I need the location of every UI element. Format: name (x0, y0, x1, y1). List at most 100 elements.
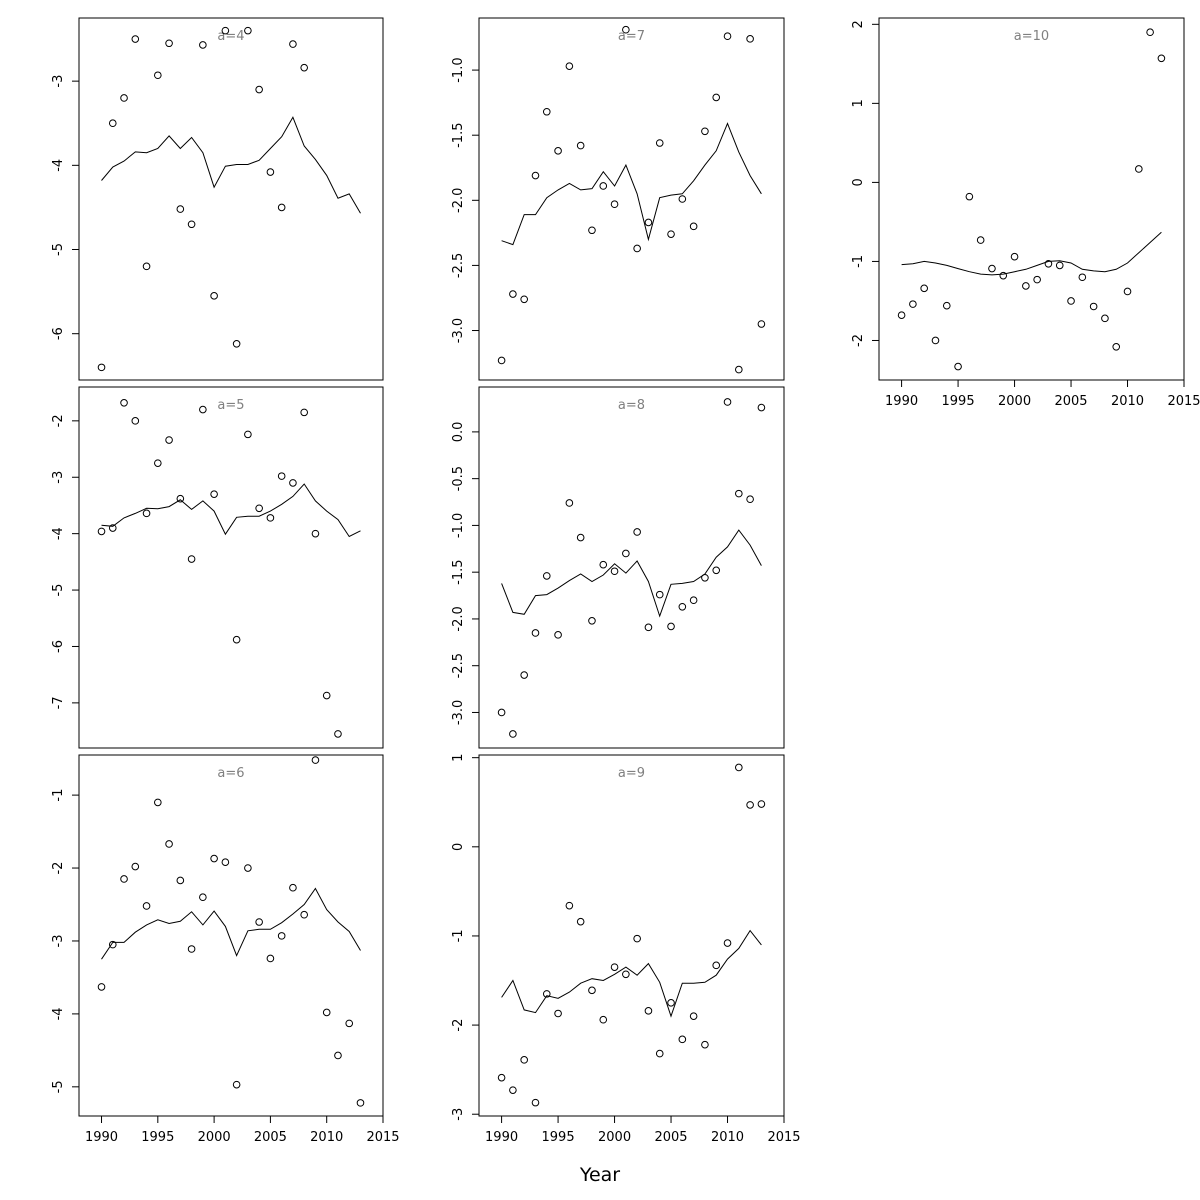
observation-point (497, 1073, 506, 1082)
y-tick-label: -2 (51, 862, 66, 875)
x-tick-label: 2000 (198, 1130, 231, 1145)
observation-point (322, 1008, 331, 1017)
x-tick-label: 2015 (1167, 394, 1200, 409)
observation-point (520, 1056, 528, 1064)
y-tick-label: 1 (851, 99, 866, 107)
observation-point (723, 398, 732, 406)
x-tick-label: 1990 (85, 1130, 118, 1145)
x-tick-label: 1990 (485, 1130, 518, 1145)
observation-point (644, 1007, 653, 1015)
panel-frame (78, 17, 384, 381)
observation-point (976, 236, 985, 244)
observation-point (1078, 273, 1087, 282)
panel-title: a=8 (618, 398, 645, 413)
observation-point (723, 939, 732, 947)
observation-point (187, 945, 196, 953)
observation-point (120, 875, 128, 883)
observation-point (199, 893, 207, 902)
x-tick-label: 2000 (998, 394, 1031, 409)
observation-point (509, 730, 517, 738)
observation-point (165, 840, 173, 848)
observation-point (701, 127, 709, 136)
observation-point (165, 39, 173, 48)
observation-point (154, 459, 162, 467)
observation-point (576, 141, 585, 150)
observation-point (599, 182, 608, 190)
observation-point (554, 631, 562, 639)
observation-point (255, 918, 263, 926)
observation-point (633, 244, 641, 253)
fitted-series-line (901, 231, 1162, 276)
observation-point (565, 901, 574, 910)
observation-point (199, 41, 207, 49)
observation-point (1022, 282, 1030, 290)
observation-point (565, 499, 574, 507)
observation-point (255, 85, 263, 94)
observation-point (735, 365, 743, 374)
observation-point (531, 171, 540, 180)
y-tick-label: -3.0 (451, 700, 466, 725)
observation-point (255, 504, 263, 513)
observation-point (610, 963, 619, 971)
observation-point (1044, 260, 1053, 268)
observation-point (1010, 252, 1019, 261)
observation-point (965, 192, 974, 201)
y-tick-label: 0 (851, 178, 866, 186)
y-tick-label: -1.5 (451, 123, 466, 148)
observation-point (920, 284, 928, 293)
observation-point (588, 617, 596, 625)
observation-point (97, 983, 106, 991)
x-tick-label: 2010 (711, 1130, 744, 1145)
observation-point (300, 408, 308, 417)
observation-point (210, 854, 218, 863)
observation-point (232, 1080, 241, 1089)
y-tick-label: -6 (51, 640, 66, 653)
observation-point (954, 362, 962, 371)
observation-point (746, 35, 754, 43)
panels-layer: a=4 -6 -5 -4 -3 a=7 -3.0 -2.5 -2.0 -1.5 -1.0 a=10 -2… (51, 17, 1200, 1145)
panel-frame (478, 754, 785, 1117)
panel-frame (478, 386, 785, 749)
observation-point (266, 514, 275, 522)
fitted-series-line (501, 529, 762, 618)
x-tick-label: 2010 (310, 1130, 343, 1145)
observation-point (633, 528, 641, 536)
observation-point (289, 479, 297, 487)
observation-point (131, 862, 140, 871)
panel-frame (878, 17, 1185, 381)
panel-title: a=10 (1014, 29, 1049, 44)
observation-point (232, 635, 241, 644)
observation-point (667, 998, 675, 1007)
y-tick-label: -2.5 (451, 253, 466, 278)
observation-point (554, 147, 562, 155)
x-tick-label: 2010 (1111, 394, 1144, 409)
y-tick-label: -4 (51, 159, 66, 172)
y-tick-label: -7 (51, 696, 66, 709)
x-tick-label: 1995 (542, 1130, 575, 1145)
observation-point (289, 40, 297, 48)
observation-point (678, 195, 687, 203)
observation-point (142, 262, 151, 271)
y-tick-label: -1.0 (451, 57, 466, 82)
observation-point (289, 883, 297, 892)
observation-point (176, 494, 185, 503)
observation-point (509, 290, 517, 298)
x-tick-label: 1995 (141, 1130, 174, 1145)
fitted-series-line (101, 116, 361, 214)
y-tick-label: -3 (451, 1108, 466, 1121)
observation-point (520, 671, 528, 679)
observation-point (120, 94, 128, 102)
observation-point (221, 858, 230, 867)
observation-point (689, 596, 698, 605)
observation-point (588, 226, 596, 235)
observation-point (108, 940, 117, 949)
observation-point (176, 205, 185, 213)
x-tick-label: 2015 (767, 1130, 800, 1145)
observation-point (210, 292, 218, 300)
observation-point (311, 756, 320, 764)
fitted-series-line (501, 122, 762, 246)
y-tick-label: -4 (51, 527, 66, 540)
observation-point (131, 417, 140, 425)
observation-point (667, 622, 675, 631)
observation-point (531, 629, 540, 637)
